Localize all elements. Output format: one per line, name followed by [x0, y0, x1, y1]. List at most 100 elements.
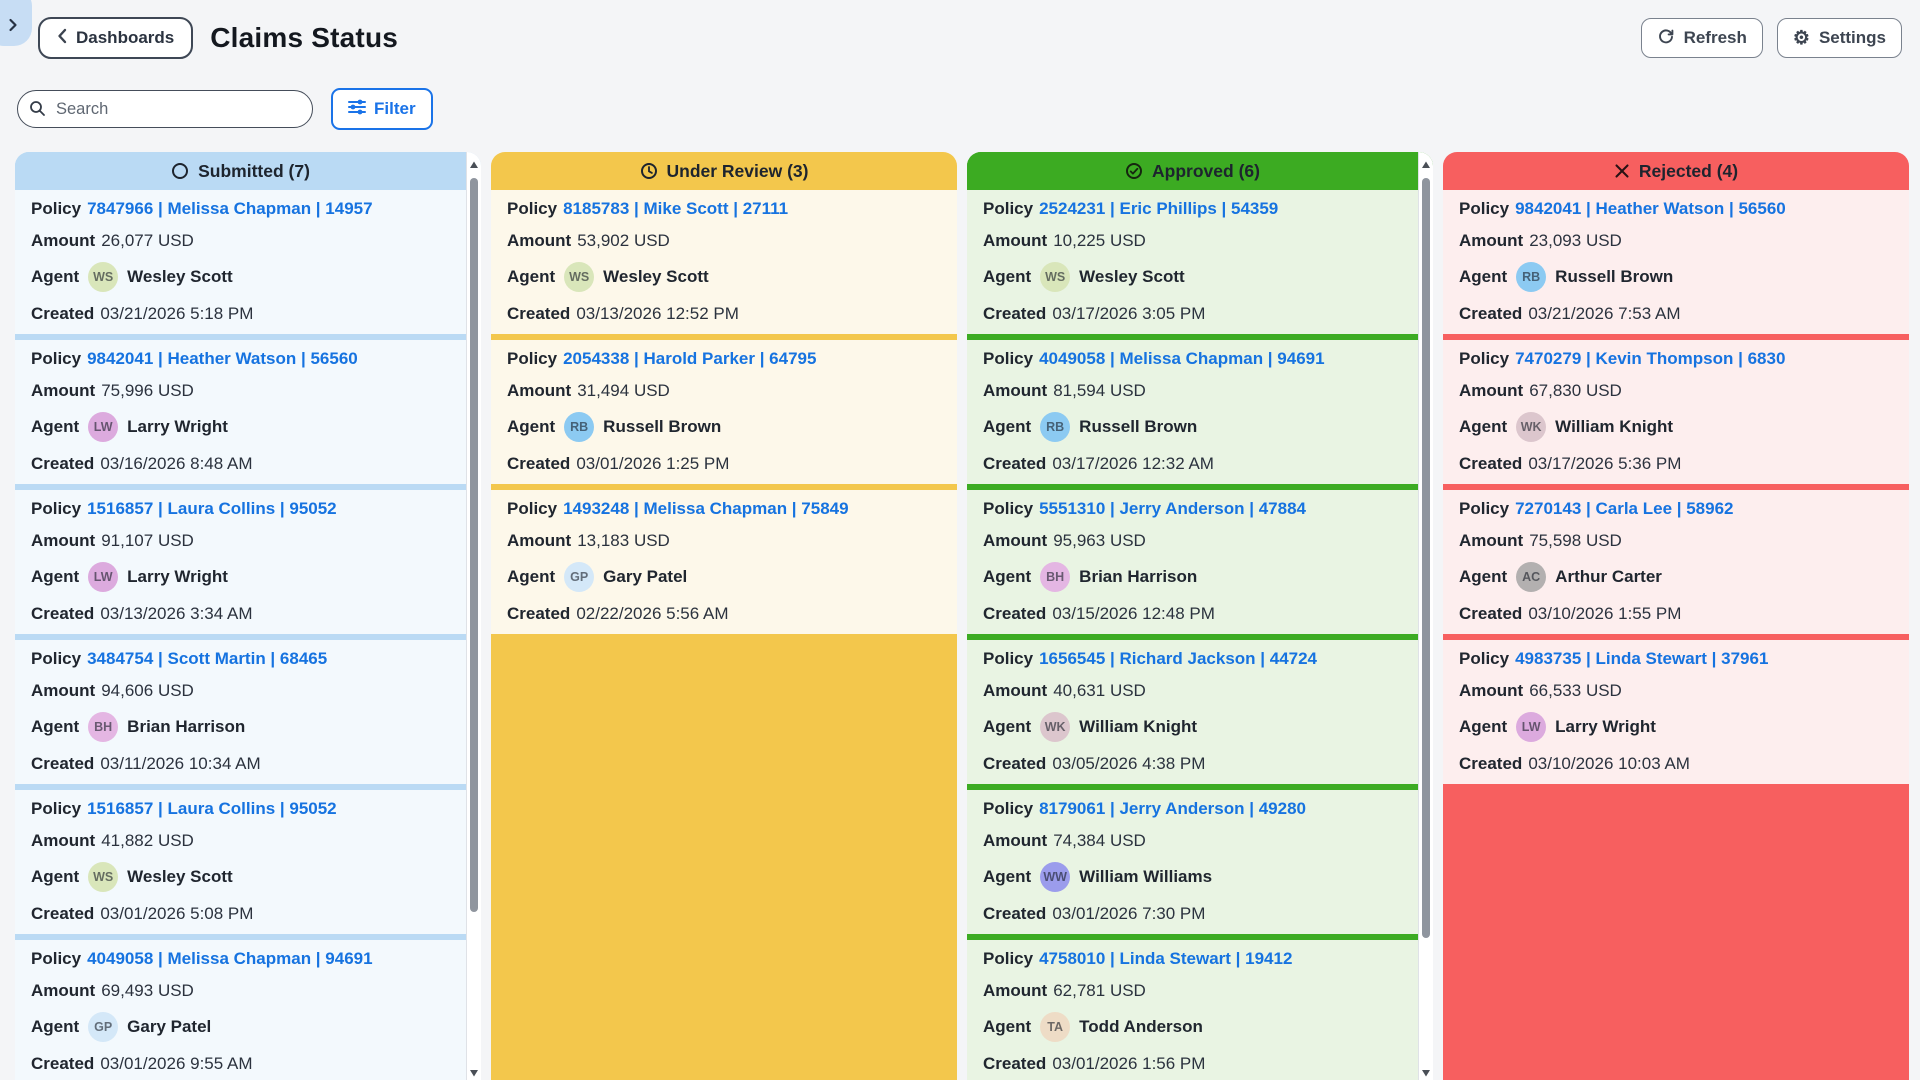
policy-link[interactable]: 2524231 | Eric Phillips | 54359 — [1039, 199, 1279, 218]
agent-label: Agent — [31, 717, 80, 737]
created-label: Created — [507, 303, 571, 323]
agent-name: Wesley Scott — [1079, 267, 1185, 287]
column-scrollbar[interactable] — [1418, 152, 1433, 1080]
scroll-down-arrow[interactable] — [1421, 1065, 1431, 1077]
policy-link[interactable]: 9842041 | Heather Watson | 56560 — [1515, 199, 1786, 218]
claim-card[interactable]: Policy 9842041 | Heather Watson | 56560 Am… — [15, 340, 466, 484]
policy-link[interactable]: 7847966 | Melissa Chapman | 14957 — [87, 199, 373, 218]
agent-label: Agent — [983, 717, 1032, 737]
scroll-up-arrow[interactable] — [469, 157, 479, 168]
claim-card[interactable]: Policy 1516857 | Laura Collins | 95052 Amo… — [15, 490, 466, 634]
agent-name: Russell Brown — [603, 417, 722, 437]
claim-card[interactable]: Policy 1656545 | Richard Jackson | 44724 A… — [967, 640, 1418, 784]
amount-value: 13,183 USD — [577, 530, 670, 550]
amount-value: 41,882 USD — [101, 830, 194, 850]
created-label: Created — [983, 453, 1047, 473]
agent-avatar: BH — [88, 712, 119, 743]
agent-avatar: LW — [1516, 712, 1547, 743]
scroll-down-arrow[interactable] — [469, 1065, 479, 1077]
claim-card[interactable]: Policy 2054338 | Harold Parker | 64795 Amo… — [491, 340, 957, 484]
policy-link[interactable]: 7270143 | Carla Lee | 58962 — [1515, 499, 1734, 518]
claim-card[interactable]: Policy 5551310 | Jerry Anderson | 47884 Am… — [967, 490, 1418, 634]
policy-link[interactable]: 3484754 | Scott Martin | 68465 — [87, 649, 328, 668]
amount-label: Amount — [983, 680, 1048, 700]
search-input[interactable] — [17, 90, 313, 128]
policy-link[interactable]: 7470279 | Kevin Thompson | 6830 — [1515, 349, 1786, 368]
policy-link[interactable]: 4983735 | Linda Stewart | 37961 — [1515, 649, 1769, 668]
column-main-approved: Approved (6) Policy 2524231 | Eric Phillip… — [967, 152, 1418, 1080]
policy-link[interactable]: 8185783 | Mike Scott | 27111 — [563, 199, 789, 218]
claim-card[interactable]: Policy 9842041 | Heather Watson | 56560 Am… — [1443, 190, 1909, 334]
policy-label: Policy — [31, 799, 82, 818]
claim-card[interactable]: Policy 4049058 | Melissa Chapman | 94691 A… — [967, 340, 1418, 484]
agent-label: Agent — [507, 567, 556, 587]
claim-card[interactable]: Policy 8185783 | Mike Scott | 27111 Amount… — [491, 190, 957, 334]
claim-card[interactable]: Policy 3484754 | Scott Martin | 68465 Amou… — [15, 640, 466, 784]
claim-card[interactable]: Policy 8179061 | Jerry Anderson | 49280 Am… — [967, 790, 1418, 934]
column-scrollbar[interactable] — [466, 152, 481, 1080]
policy-link[interactable]: 1656545 | Richard Jackson | 44724 — [1039, 649, 1318, 668]
policy-link[interactable]: 4758010 | Linda Stewart | 19412 — [1039, 949, 1293, 968]
claim-card[interactable]: Policy 7470279 | Kevin Thompson | 6830 Amo… — [1443, 340, 1909, 484]
filter-button[interactable]: Filter — [331, 88, 433, 130]
column-title: Submitted (7) — [198, 160, 310, 181]
amount-value: 74,384 USD — [1053, 830, 1146, 850]
policy-label: Policy — [31, 349, 82, 368]
policy-label: Policy — [983, 499, 1034, 518]
claim-card[interactable]: Policy 4983735 | Linda Stewart | 37961 Amo… — [1443, 640, 1909, 784]
agent-avatar: RB — [1040, 412, 1071, 443]
created-value: 03/01/2026 7:30 PM — [1052, 903, 1206, 923]
page-title: Claims Status — [210, 22, 399, 53]
policy-link[interactable]: 1493248 | Melissa Chapman | 75849 — [563, 499, 849, 518]
policy-link[interactable]: 5551310 | Jerry Anderson | 47884 — [1039, 499, 1306, 518]
created-value: 02/22/2026 5:56 AM — [576, 603, 729, 623]
column-header-under-review: Under Review (3) — [491, 152, 957, 190]
policy-label: Policy — [983, 199, 1034, 218]
claim-card[interactable]: Policy 4049058 | Melissa Chapman | 94691 A… — [15, 940, 466, 1080]
agent-name: Larry Wright — [127, 567, 228, 587]
claim-card[interactable]: Policy 1493248 | Melissa Chapman | 75849 A… — [491, 490, 957, 634]
policy-link[interactable]: 1516857 | Laura Collins | 95052 — [87, 499, 337, 518]
policy-link[interactable]: 1516857 | Laura Collins | 95052 — [87, 799, 337, 818]
scrollbar-thumb[interactable] — [470, 178, 478, 912]
circle-icon — [171, 162, 189, 180]
claim-card[interactable]: Policy 1516857 | Laura Collins | 95052 Amo… — [15, 790, 466, 934]
amount-label: Amount — [507, 380, 572, 400]
settings-button[interactable]: ⚙ Settings — [1776, 18, 1902, 58]
scroll-up-arrow[interactable] — [1421, 157, 1431, 168]
refresh-label: Refresh — [1683, 28, 1747, 47]
policy-link[interactable]: 9842041 | Heather Watson | 56560 — [87, 349, 358, 368]
agent-name: William Williams — [1079, 867, 1213, 887]
sidebar-expand-button[interactable] — [0, 0, 32, 46]
policy-label: Policy — [983, 349, 1034, 368]
amount-label: Amount — [1459, 230, 1524, 250]
agent-avatar: WS — [88, 862, 119, 893]
refresh-button[interactable]: Refresh — [1640, 18, 1763, 58]
filter-label: Filter — [374, 99, 416, 118]
amount-value: 81,594 USD — [1053, 380, 1146, 400]
amount-value: 75,996 USD — [101, 380, 194, 400]
clock-icon — [640, 162, 658, 180]
policy-label: Policy — [31, 199, 82, 218]
claim-card[interactable]: Policy 7847966 | Melissa Chapman | 14957 A… — [15, 190, 466, 334]
created-value: 03/10/2026 10:03 AM — [1528, 753, 1690, 773]
amount-label: Amount — [31, 830, 96, 850]
claim-card[interactable]: Policy 7270143 | Carla Lee | 58962 Amount 7… — [1443, 490, 1909, 634]
policy-link[interactable]: 8179061 | Jerry Anderson | 49280 — [1039, 799, 1306, 818]
scrollbar-thumb[interactable] — [1422, 178, 1430, 938]
dashboards-back-button[interactable]: Dashboards — [38, 17, 194, 59]
search-box — [17, 90, 313, 128]
policy-label: Policy — [507, 199, 558, 218]
policy-link[interactable]: 2054338 | Harold Parker | 64795 — [563, 349, 817, 368]
agent-label: Agent — [31, 1017, 80, 1037]
created-label: Created — [983, 903, 1047, 923]
claim-card[interactable]: Policy 4758010 | Linda Stewart | 19412 Amo… — [967, 940, 1418, 1080]
policy-link[interactable]: 4049058 | Melissa Chapman | 94691 — [87, 949, 373, 968]
agent-name: Gary Patel — [603, 567, 688, 587]
policy-link[interactable]: 4049058 | Melissa Chapman | 94691 — [1039, 349, 1325, 368]
column-cards-rejected: Policy 9842041 | Heather Watson | 56560 Am… — [1443, 190, 1909, 1080]
amount-value: 67,830 USD — [1529, 380, 1622, 400]
amount-label: Amount — [983, 830, 1048, 850]
claim-card[interactable]: Policy 2524231 | Eric Phillips | 54359 Amo… — [967, 190, 1418, 334]
created-value: 03/05/2026 4:38 PM — [1052, 753, 1206, 773]
